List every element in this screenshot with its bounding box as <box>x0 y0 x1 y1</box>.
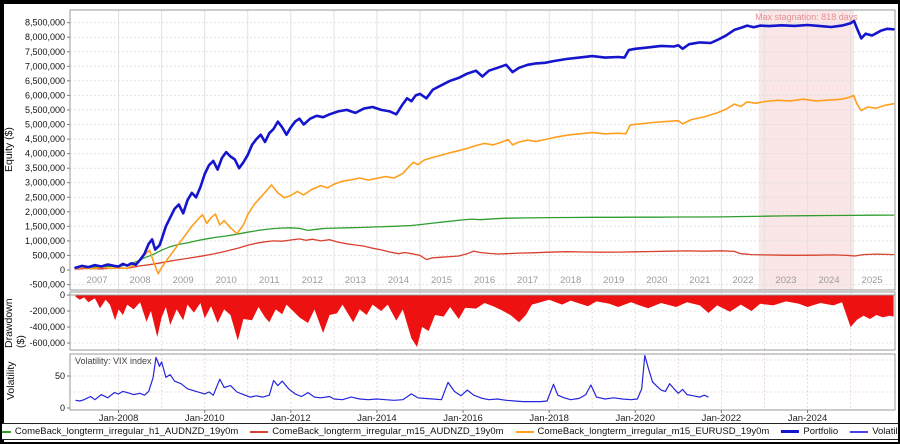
legend-label: Portfolio <box>803 426 839 437</box>
equity-ytick-label: 0 <box>60 265 65 275</box>
equity-year-label: 2021 <box>689 275 710 286</box>
equity-year-label: 2008 <box>130 275 151 286</box>
equity-ytick-label: 4,000,000 <box>25 149 65 159</box>
volatility-xtick-label: Jan-2018 <box>529 413 569 424</box>
equity-year-label: 2024 <box>818 275 839 286</box>
volatility-xtick-label: Jan-2022 <box>702 413 742 424</box>
equity-year-label: 2025 <box>862 275 883 286</box>
volatility-ytick-label: 50 <box>55 371 65 381</box>
equity-ytick-label: 1,000,000 <box>25 236 65 246</box>
drawdown-panel-border <box>69 291 896 351</box>
equity-ytick-label: 2,500,000 <box>25 192 65 202</box>
vix-index-label: Volatility: VIX index <box>75 356 152 366</box>
legend-line-swatch <box>781 430 800 433</box>
volatility-xtick-label: Jan-2010 <box>185 413 225 424</box>
legend-line-swatch <box>2 430 11 433</box>
equity-year-label: 2017 <box>517 275 538 286</box>
equity-year-label: 2019 <box>603 275 624 286</box>
legend-item: Portfolio <box>781 426 838 437</box>
equity-series-comeback-longterm-irregular-m15-eurusd-19y0m <box>74 94 895 275</box>
equity-year-label: 2012 <box>302 275 323 286</box>
equity-ytick-label: 7,500,000 <box>25 47 65 57</box>
equity-panel-border <box>69 9 896 291</box>
volatility-xtick-label: Jan-2020 <box>615 413 655 424</box>
equity-year-label: 2011 <box>259 275 279 286</box>
equity-year-label: 2018 <box>560 275 581 286</box>
drawdown-area <box>75 295 894 347</box>
equity-ytick-label: 4,500,000 <box>25 134 65 144</box>
equity-year-label: 2022 <box>732 275 753 286</box>
equity-year-label: 2010 <box>216 275 237 286</box>
equity-year-label: 2023 <box>775 275 796 286</box>
drawdown-ytick-label: -200,000 <box>29 306 65 316</box>
equity-ytick-label: 3,000,000 <box>25 178 65 188</box>
equity-series-portfolio <box>74 19 895 270</box>
stagnation-band <box>758 10 855 290</box>
volatility-xtick-label: Jan-2008 <box>99 413 139 424</box>
equity-year-label: 2020 <box>646 275 667 286</box>
volatility-ytick-label: 0 <box>60 403 65 413</box>
equity-ytick-label: -500,000 <box>29 280 65 290</box>
volatility-xtick-label: Jan-2016 <box>443 413 483 424</box>
equity-year-label: 2015 <box>431 275 452 286</box>
equity-series-comeback-longterm-irregular-m15-audnzd-19y0m <box>74 238 895 270</box>
equity-ytick-label: 6,000,000 <box>25 90 65 100</box>
legend-item: Volatility <box>850 426 900 437</box>
equity-ytick-label: 8,500,000 <box>25 18 65 28</box>
legend-line-swatch <box>250 430 269 433</box>
equity-ytick-label: 500,000 <box>32 250 65 260</box>
legend-line-swatch <box>850 430 869 433</box>
volatility-panel-border <box>69 353 896 411</box>
equity-year-label: 2007 <box>86 275 107 286</box>
equity-year-label: 2013 <box>345 275 366 286</box>
drawdown-ytick-label: -600,000 <box>29 338 65 348</box>
drawdown-ytick-label: -400,000 <box>29 322 65 332</box>
legend-item: ComeBack_longterm_irregular_h1_AUDNZD_19… <box>2 426 239 437</box>
volatility-xtick-label: Jan-2024 <box>788 413 828 424</box>
volatility-axis-title: Volatility <box>5 361 17 401</box>
equity-year-label: 2009 <box>173 275 194 286</box>
equity-ytick-label: 6,500,000 <box>25 76 65 86</box>
equity-series-comeback-longterm-irregular-h1-audnzd-19y0m <box>74 214 895 269</box>
equity-ytick-label: 5,000,000 <box>25 120 65 130</box>
legend-label: ComeBack_longterm_irregular_m15_AUDNZD_1… <box>272 426 504 437</box>
volatility-series <box>75 354 709 403</box>
drawdown-axis-title: Drawdown ($) <box>3 298 27 348</box>
equity-ytick-label: 5,500,000 <box>25 105 65 115</box>
legend-label: Volatility <box>872 426 900 437</box>
max-stagnation-label: Max stagnation: 818 days <box>755 12 858 22</box>
legend-item: ComeBack_longterm_irregular_m15_EURUSD_1… <box>515 426 770 437</box>
legend-item: ComeBack_longterm_irregular_m15_AUDNZD_1… <box>250 426 504 437</box>
equity-ytick-label: 8,000,000 <box>25 32 65 42</box>
equity-ytick-label: 2,000,000 <box>25 207 65 217</box>
equity-ytick-label: 1,500,000 <box>25 221 65 231</box>
equity-ytick-label: 7,000,000 <box>25 61 65 71</box>
volatility-xtick-label: Jan-2012 <box>271 413 311 424</box>
equity-ytick-label: 3,500,000 <box>25 163 65 173</box>
equity-year-label: 2016 <box>474 275 495 286</box>
equity-year-label: 2014 <box>388 275 409 286</box>
legend-label: ComeBack_longterm_irregular_m15_EURUSD_1… <box>537 426 770 437</box>
drawdown-ytick-label: 0 <box>60 290 65 300</box>
legend-label: ComeBack_longterm_irregular_h1_AUDNZD_19… <box>14 426 239 437</box>
legend-line-swatch <box>515 430 534 433</box>
equity-axis-title: Equity ($) <box>3 127 15 173</box>
volatility-xtick-label: Jan-2014 <box>357 413 397 424</box>
chart-legend: ComeBack_longterm_irregular_h1_AUDNZD_19… <box>2 423 900 440</box>
